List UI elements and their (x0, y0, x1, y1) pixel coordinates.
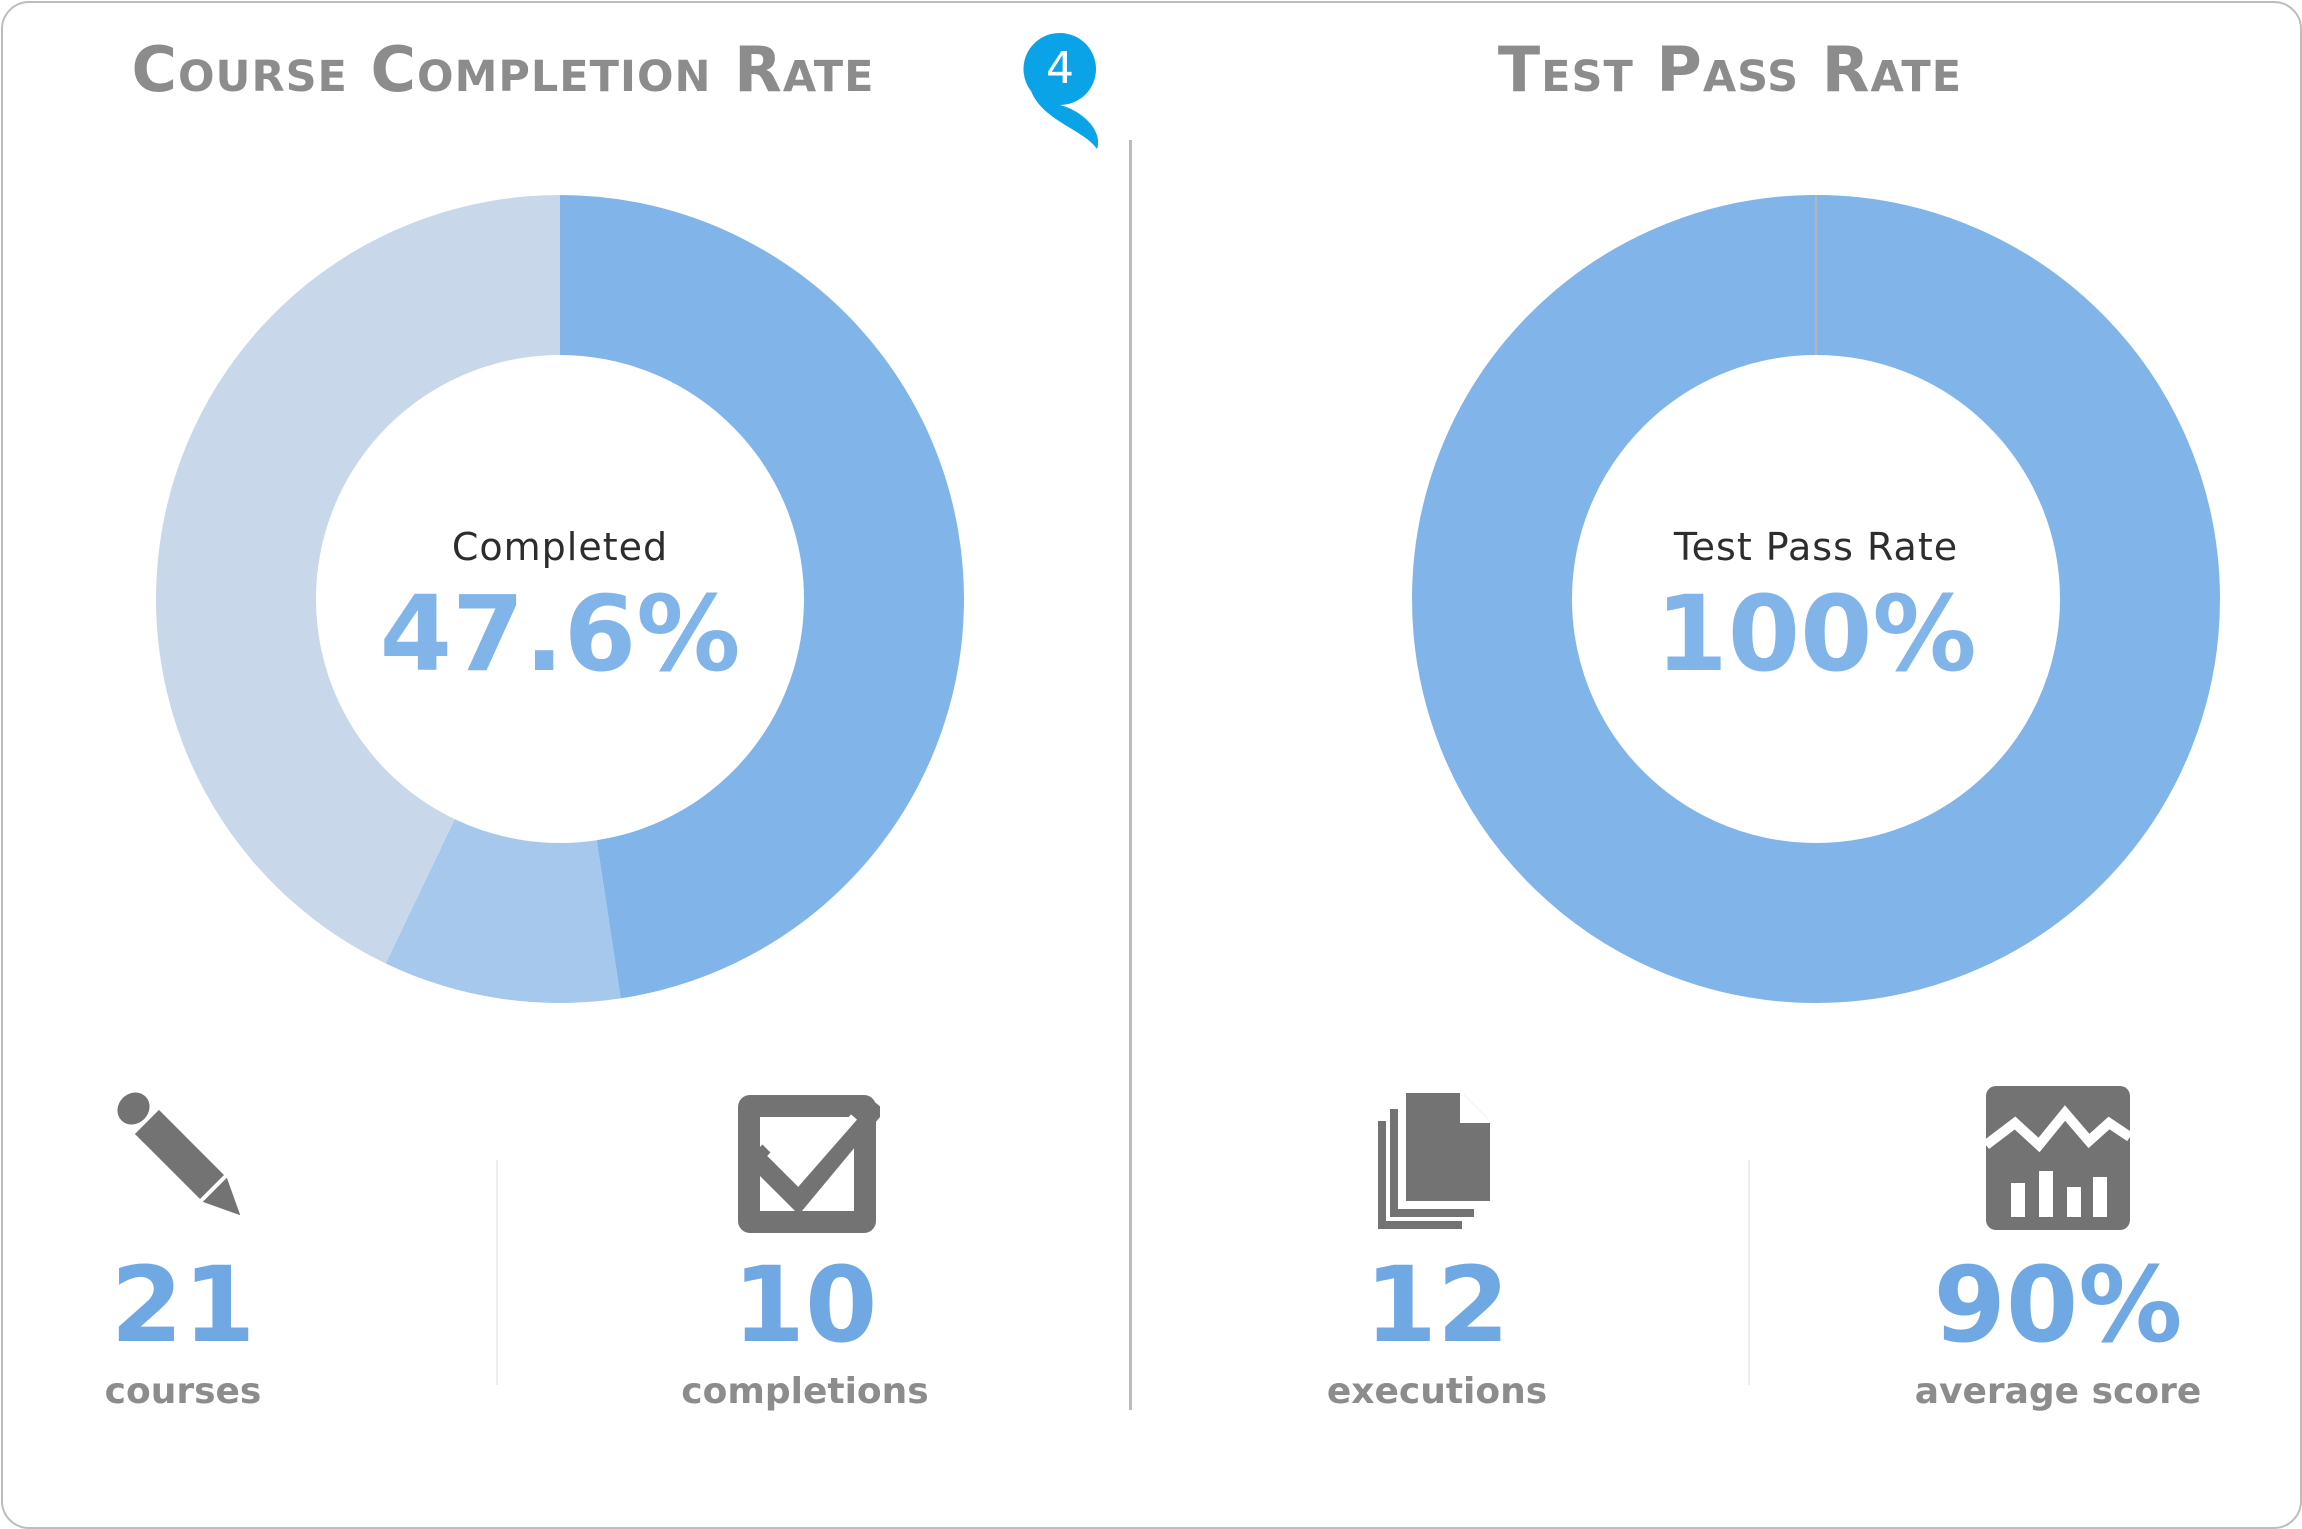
stat-label: courses (104, 1371, 262, 1412)
stat-label: executions (1326, 1371, 1548, 1412)
course-completion-title: Course Completion Rate (131, 33, 875, 106)
course-completion-panel: Course Completion Rate Completed 47.6% 2… (3, 3, 1131, 1527)
checkbox-icon (730, 1083, 886, 1233)
panel-divider (1129, 140, 1132, 1410)
stat-value: 12 (1364, 1244, 1510, 1366)
stat-value: 10 (732, 1244, 878, 1366)
donut-center-value: 100% (1655, 573, 1977, 695)
donut-center-label: Test Pass Rate (1673, 525, 1959, 569)
test-pass-chart (1412, 195, 2220, 1003)
donut-slice[interactable] (560, 195, 964, 999)
test-pass-panel: Test Pass Rate Test Pass Rate 100% 12 ex… (1130, 3, 2258, 1527)
pencil-icon (108, 1083, 258, 1233)
marker-number: 4 (1046, 43, 1074, 94)
stat-value: 90% (1933, 1244, 2183, 1366)
test-pass-title: Test Pass Rate (1497, 33, 1963, 106)
course-completion-donut[interactable]: Completed 47.6% (156, 195, 964, 1003)
donut-slice[interactable] (156, 195, 560, 964)
donut-slice[interactable] (385, 819, 621, 1003)
stat-label: completions (681, 1371, 929, 1412)
stat-value: 21 (110, 1244, 256, 1366)
documents-icon (1362, 1083, 1512, 1233)
stat-separator (1748, 1160, 1750, 1385)
stat-courses: 21 courses (33, 1083, 333, 1443)
step-marker[interactable]: 4 (1023, 31, 1123, 151)
course-completion-chart (156, 195, 964, 1003)
stat-completions: 10 completions (655, 1083, 955, 1443)
stat-average-score: 90% average score (1908, 1083, 2208, 1443)
donut-center-label: Completed (451, 525, 669, 569)
stat-executions: 12 executions (1287, 1083, 1587, 1443)
donut-center-value: 47.6% (379, 573, 741, 695)
test-pass-donut[interactable]: Test Pass Rate 100% (1412, 195, 2220, 1003)
stat-label: average score (1914, 1371, 2202, 1412)
marker-pin-icon (1023, 32, 1099, 149)
stat-separator (496, 1160, 498, 1385)
chart-icon (1982, 1083, 2133, 1233)
